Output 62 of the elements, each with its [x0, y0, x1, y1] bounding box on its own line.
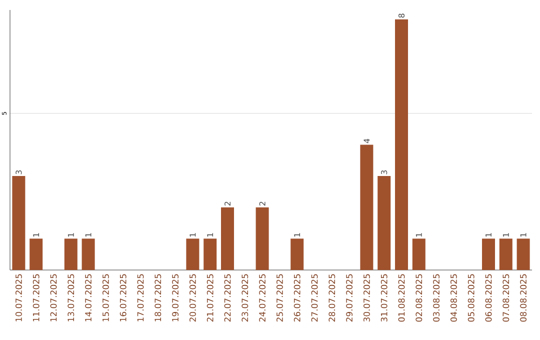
data-label: 2: [224, 202, 230, 206]
bar: [482, 238, 496, 270]
bar: [186, 238, 200, 270]
x-tick-label: 02.08.2025: [416, 274, 422, 322]
bar: [30, 238, 43, 270]
bar: [378, 176, 391, 270]
x-tick-label: 30.07.2025: [363, 274, 370, 322]
x-tick-label: 07.08.2025: [502, 274, 510, 322]
x-tick-label: 17.07.2025: [137, 274, 144, 322]
bar: [499, 238, 512, 270]
bar: [12, 176, 26, 270]
bar: [412, 238, 426, 270]
data-label: 3: [16, 170, 22, 174]
bar: [360, 144, 374, 270]
x-tick-label: 24.07.2025: [259, 274, 266, 322]
x-tick-label: 22.07.2025: [224, 274, 231, 322]
x-tick-label: 26.07.2025: [294, 274, 300, 322]
x-tick-label: 14.07.2025: [85, 274, 92, 322]
data-label: 8: [398, 14, 405, 18]
x-tick-label: 27.07.2025: [311, 274, 318, 322]
bar: [221, 207, 234, 270]
data-label: 1: [85, 233, 92, 237]
x-tick-label: 19.07.2025: [172, 274, 179, 322]
bar: [516, 238, 530, 270]
bar: [204, 238, 217, 270]
x-tick-label: 21.07.2025: [206, 274, 214, 322]
x-tick-label: 28.07.2025: [328, 274, 336, 322]
data-label: 1: [486, 233, 492, 237]
x-tick-label: 20.07.2025: [189, 274, 196, 322]
bar: [82, 238, 95, 270]
x-tick-label: 23.07.2025: [242, 274, 248, 322]
data-label: 1: [294, 233, 300, 237]
x-tick-label: 08.08.2025: [520, 274, 527, 322]
data-label: 1: [502, 233, 509, 237]
x-tick-label: 12.07.2025: [50, 274, 57, 322]
x-tick-label: 16.07.2025: [120, 274, 126, 322]
x-tick-label: 31.07.2025: [380, 274, 388, 322]
bar: [395, 19, 408, 270]
x-tick-label: 18.07.2025: [154, 274, 162, 322]
x-tick-label: 01.08.2025: [398, 274, 405, 322]
bar: [290, 238, 304, 270]
data-label: 1: [190, 233, 196, 237]
bar: [64, 238, 78, 270]
x-tick-label: 11.07.2025: [32, 274, 40, 322]
data-label: 1: [520, 233, 526, 237]
x-tick-label: 15.07.2025: [102, 274, 109, 322]
data-label: 4: [364, 138, 370, 144]
x-tick-label: 04.08.2025: [450, 274, 457, 322]
data-label: 1: [416, 233, 422, 237]
data-label: 1: [68, 233, 74, 237]
x-tick-label: 29.07.2025: [346, 274, 353, 322]
x-tick-label: 25.07.2025: [276, 274, 283, 322]
data-label: 2: [259, 202, 266, 206]
x-tick-label: 05.08.2025: [468, 274, 474, 322]
data-label: 1: [33, 233, 40, 237]
x-tick-label: 03.08.2025: [433, 274, 440, 322]
data-label: 3: [381, 170, 388, 174]
x-tick-label: 13.07.2025: [68, 274, 74, 322]
data-label: 1: [207, 233, 214, 237]
x-tick-label: 06.08.2025: [485, 274, 492, 322]
x-tick-label: 10.07.2025: [15, 274, 22, 322]
bar: [256, 207, 269, 270]
